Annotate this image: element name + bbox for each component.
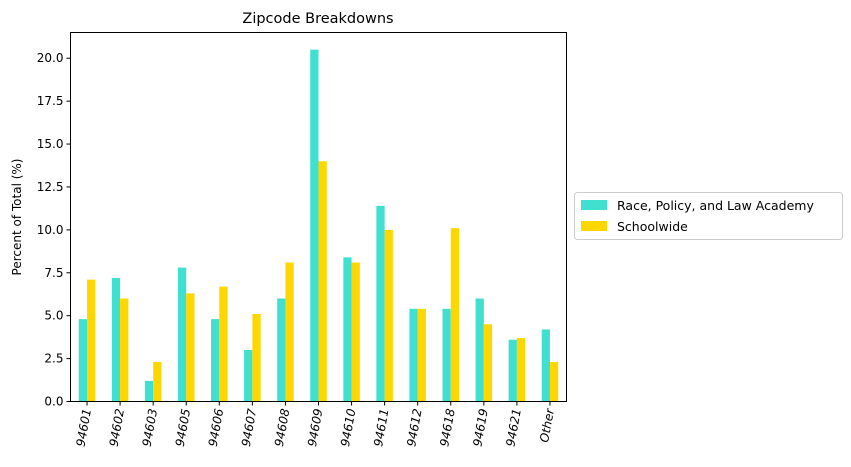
bar-schoolwide-94605 [186,293,195,402]
bar-schoolwide-94618 [450,228,460,402]
bar-academy-94621 [508,339,517,402]
y-tick-label: 17.5 [37,94,64,108]
x-tick-label: Other [537,407,557,444]
bar-academy-94619 [475,298,484,402]
y-tick-label: 15.0 [37,137,64,151]
x-tick-label: 94607 [239,407,259,447]
y-tick-label: 2.5 [44,352,63,366]
plot-frame [70,32,567,402]
y-tick-label: 5.0 [44,309,63,323]
bar-academy-94612 [409,308,418,402]
bar-schoolwide-94609 [318,161,327,402]
y-tick-label: 7.5 [44,266,63,280]
bars-group [78,49,559,402]
bar-schoolwide-94603 [153,362,162,402]
legend: Race, Policy, and Law Academy Schoolwide [574,192,843,240]
x-tick-label: 94606 [206,407,226,447]
bar-schoolwide-94619 [483,324,493,402]
bar-academy-94611 [376,205,385,402]
bar-schoolwide-94606 [219,286,228,402]
legend-swatch-schoolwide [581,221,607,231]
bar-schoolwide-94608 [285,262,294,402]
bar-academy-94603 [144,380,154,402]
x-tick-label: 94612 [404,408,424,448]
x-tick-label: 94610 [338,407,358,447]
x-tick-label: 94608 [272,407,292,447]
x-tick-label: 94621 [503,408,523,448]
bar-schoolwide-94621 [516,337,526,402]
legend-swatch-academy [581,200,607,210]
bar-schoolwide-94607 [252,313,261,402]
y-tick-label: 20.0 [37,51,64,65]
legend-box [574,192,843,240]
bar-schoolwide-94601 [87,279,96,402]
y-tick-label: 12.5 [37,180,64,194]
bar-academy-94618 [442,308,451,402]
chart-title: Zipcode Breakdowns [242,11,393,27]
bar-academy-94610 [343,257,352,402]
x-tick-label: 94619 [470,408,490,448]
bar-schoolwide-94612 [417,308,426,402]
y-axis: 0.0 2.5 5.0 7.5 10.0 12.5 15.0 17.5 20.0 [37,51,71,409]
legend-label-schoolwide: Schoolwide [617,219,688,234]
x-tick-label: 94601 [74,408,94,448]
bar-academy-94608 [277,298,286,402]
x-tick-label: 94602 [107,408,127,448]
bar-academy-94605 [177,267,187,402]
bar-academy-94609 [310,49,319,402]
bar-academy-Other [541,329,550,402]
bar-schoolwide-94611 [384,229,393,402]
bar-academy-94606 [211,319,220,402]
bar-schoolwide-Other [549,362,559,402]
legend-label-academy: Race, Policy, and Law Academy [617,198,814,213]
y-axis-label: Percent of Total (%) [10,159,24,276]
x-tick-label: 94605 [173,408,193,448]
y-tick-label: 10.0 [37,223,64,237]
x-axis: 94601 94602 94603 94605 94606 94607 94608 94609… [74,401,557,448]
x-tick-label: 94618 [437,407,457,447]
bar-academy-94607 [244,350,253,402]
x-tick-label: 94611 [371,408,391,448]
bar-academy-94602 [111,277,121,402]
bar-schoolwide-94602 [120,298,129,402]
x-tick-label: 94603 [140,408,160,448]
y-tick-label: 0.0 [44,395,63,409]
x-tick-label: 94609 [305,408,325,448]
bar-academy-94601 [78,319,88,402]
bar-schoolwide-94610 [351,262,360,402]
